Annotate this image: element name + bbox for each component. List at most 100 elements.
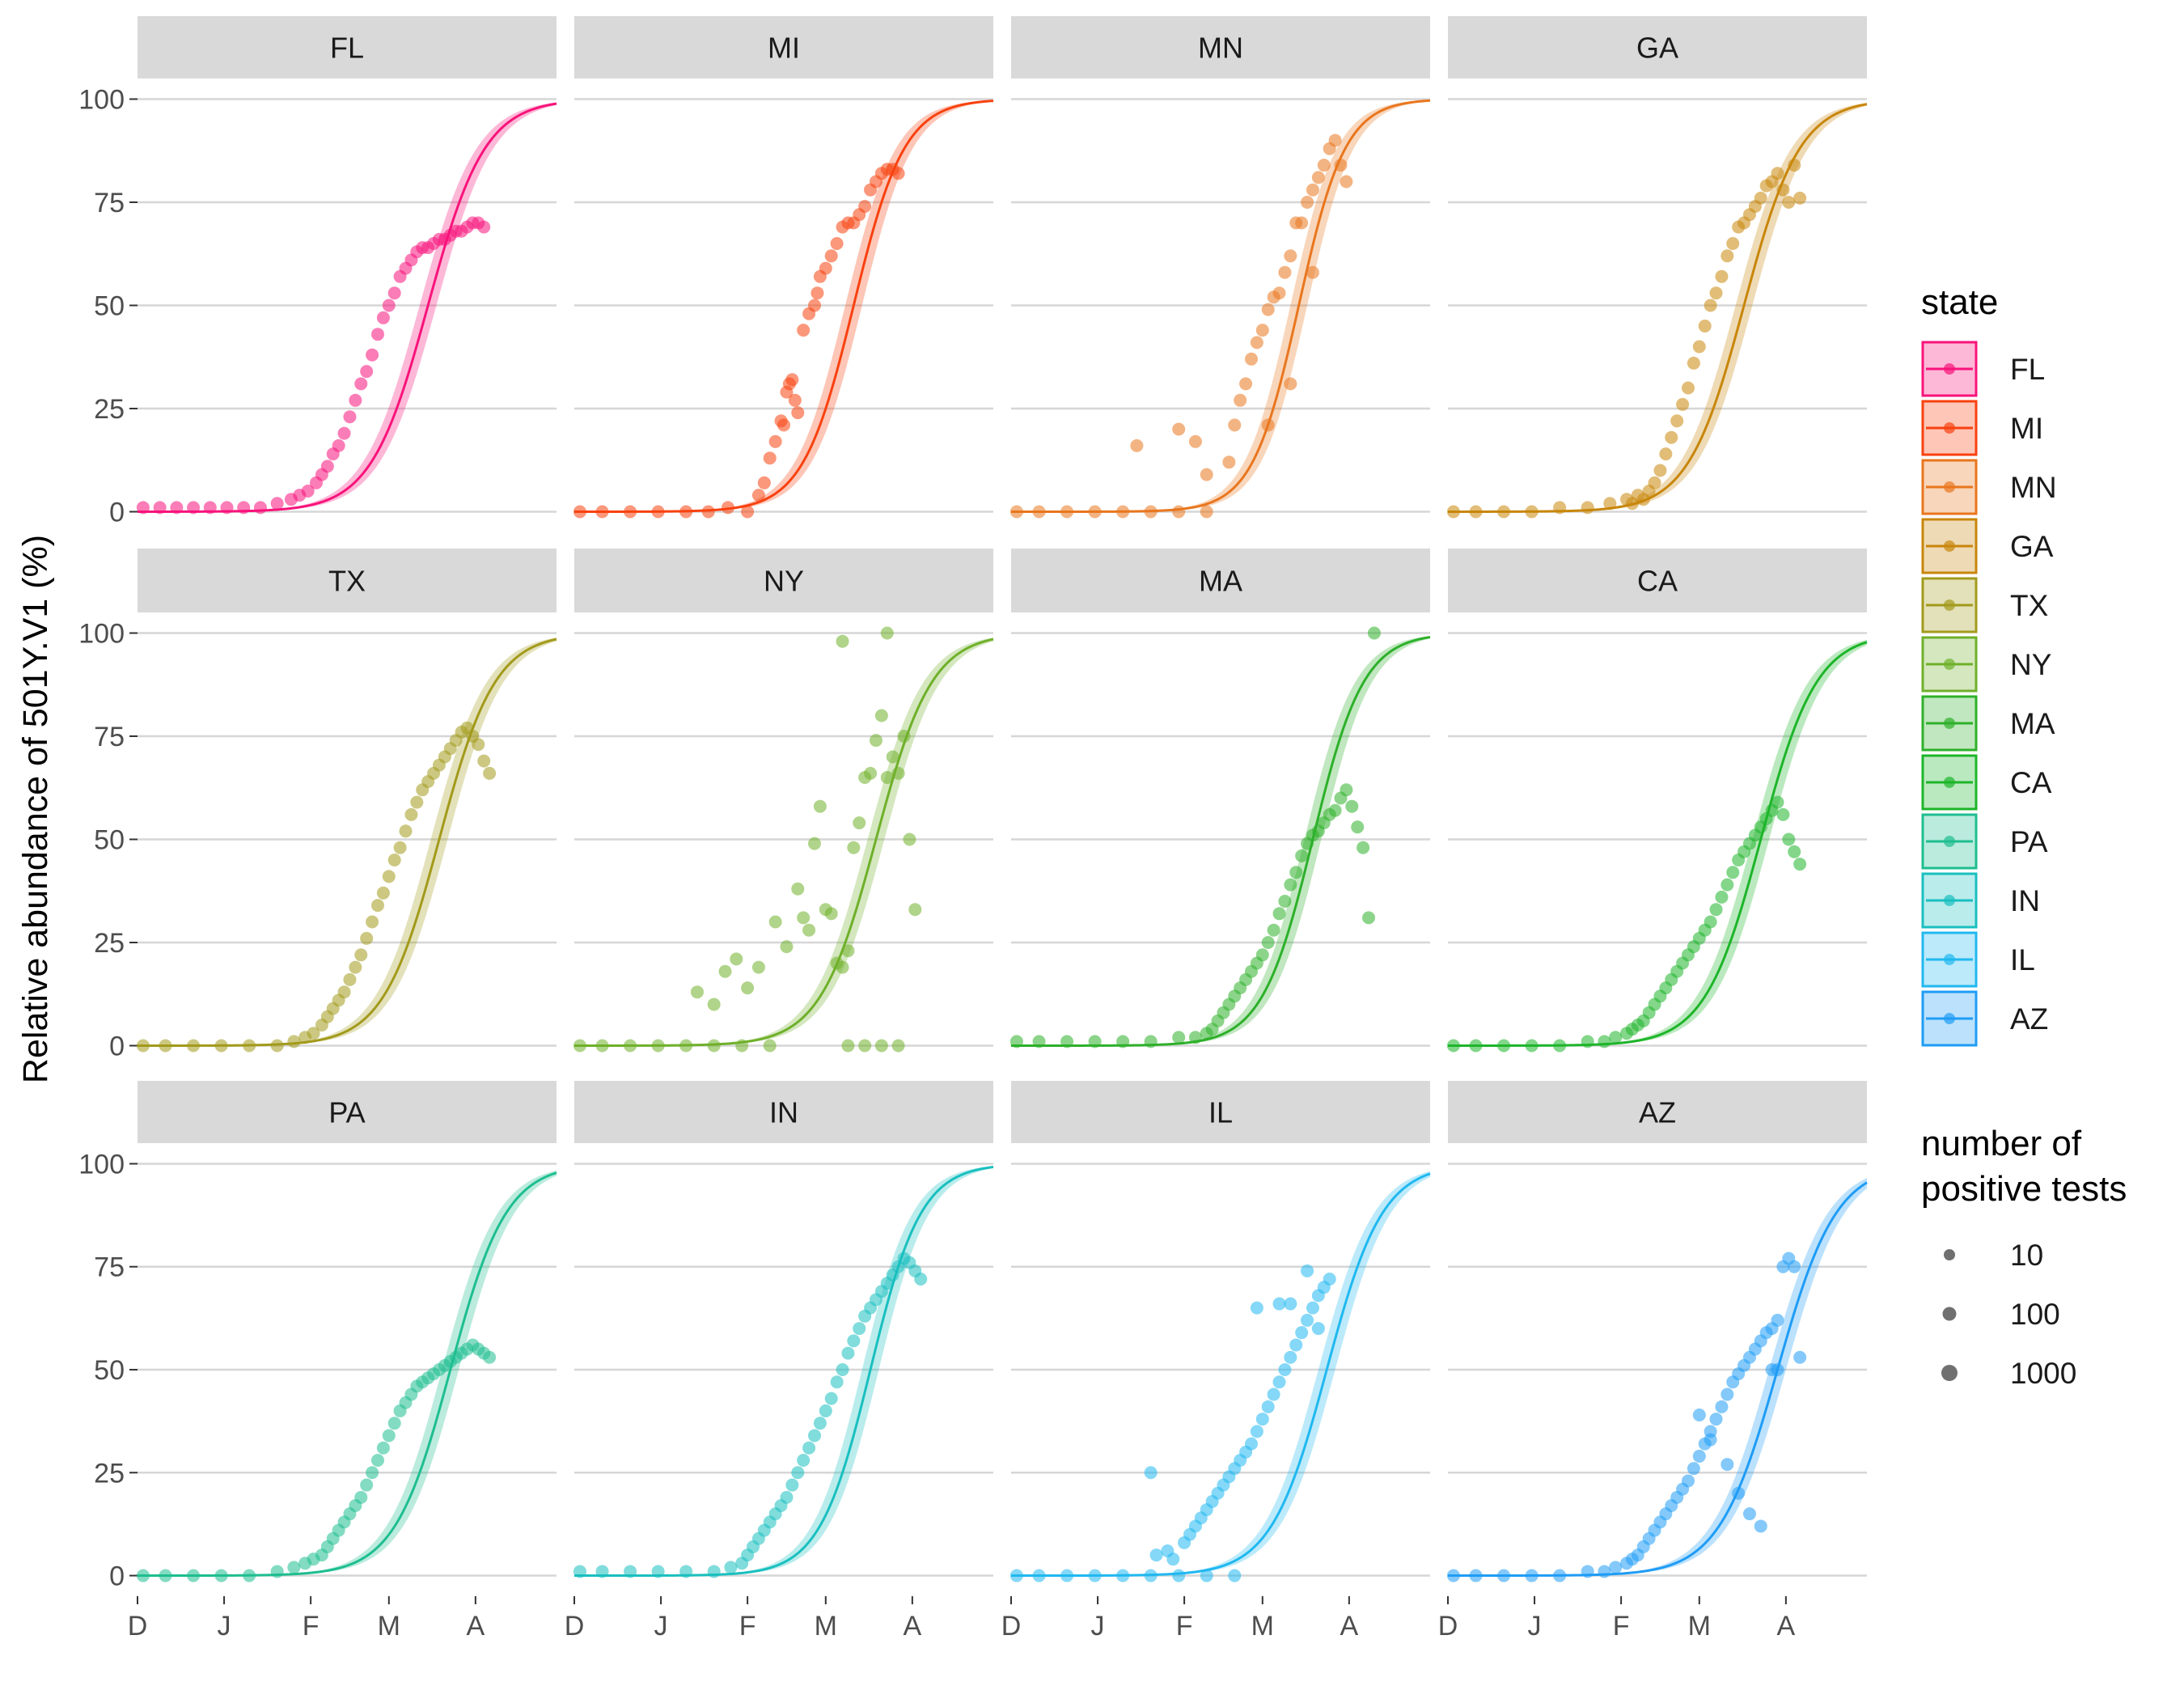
data-point: [1130, 438, 1144, 452]
data-point: [1782, 832, 1796, 846]
legend-size: number of positive tests 10 100 1000: [1921, 1124, 2127, 1390]
data-point: [891, 766, 905, 780]
data-point: [1284, 1350, 1297, 1364]
data-point: [1692, 1449, 1706, 1463]
panel-ny: NY: [573, 549, 994, 1053]
data-point: [1726, 866, 1740, 879]
fit-line: [574, 1165, 994, 1578]
data-point: [1603, 497, 1617, 510]
data-point: [1088, 1569, 1102, 1582]
data-point: [159, 1569, 172, 1582]
data-point: [1732, 1486, 1746, 1500]
fit-ribbon: [138, 102, 557, 512]
data-point: [472, 738, 485, 752]
data-point: [1306, 265, 1319, 279]
fit-line: [138, 1171, 557, 1578]
data-point: [1311, 1322, 1325, 1336]
fit-line: [574, 638, 994, 1047]
legend-title: state: [1921, 282, 1998, 322]
data-point: [170, 501, 184, 515]
data-point: [891, 1039, 905, 1053]
legend-key-point: [1944, 363, 1955, 375]
data-point: [1172, 505, 1186, 519]
fit-ribbon: [574, 638, 993, 1046]
data-point: [1144, 505, 1158, 519]
data-point: [903, 832, 916, 846]
data-point: [1357, 841, 1370, 854]
legend-size-key: [1944, 1249, 1955, 1260]
x-tick-label: A: [1777, 1611, 1796, 1642]
data-point: [253, 501, 267, 515]
data-point: [757, 476, 771, 489]
data-point: [1709, 1413, 1723, 1426]
panel-strip: [574, 1081, 993, 1143]
data-point: [1261, 303, 1275, 316]
data-point: [1609, 1561, 1623, 1574]
data-point: [307, 1027, 320, 1040]
data-point: [1144, 1035, 1158, 1048]
data-point: [777, 418, 790, 432]
data-point: [741, 505, 755, 519]
data-point: [270, 1565, 284, 1578]
data-point: [1553, 1039, 1567, 1053]
data-point: [1771, 167, 1784, 180]
data-point: [270, 497, 284, 510]
fit-ribbon: [1011, 636, 1430, 1046]
data-point: [1200, 468, 1213, 481]
data-point: [214, 1569, 228, 1582]
data-point: [187, 501, 201, 515]
data-point: [1653, 464, 1667, 477]
data-point: [751, 489, 765, 502]
panel-pa: PA 0 25 50 75 100 D J F M A: [78, 1081, 557, 1642]
fit-ribbon: [1011, 1171, 1430, 1576]
fit-line: [1448, 641, 1868, 1047]
data-point: [1317, 159, 1331, 172]
x-tick-label: F: [739, 1611, 756, 1642]
data-point: [802, 1441, 816, 1455]
data-point: [768, 434, 782, 448]
data-point: [797, 1454, 811, 1467]
data-point: [1581, 1565, 1594, 1578]
data-point: [1144, 1466, 1158, 1480]
data-point: [707, 1039, 721, 1053]
legend-label: IL: [2010, 943, 2035, 976]
x-tick-label: D: [1001, 1611, 1022, 1642]
data-point: [802, 923, 816, 937]
data-point: [1367, 626, 1381, 640]
panel-strip-label: MI: [768, 32, 800, 65]
fit-line: [138, 638, 557, 1047]
data-point: [1469, 1569, 1483, 1582]
data-point: [1116, 1035, 1130, 1048]
data-point: [1771, 1363, 1784, 1376]
data-point: [1261, 418, 1275, 432]
data-point: [1704, 915, 1717, 929]
data-point: [270, 1039, 284, 1053]
data-point: [1267, 1387, 1280, 1401]
x-tick-label: J: [218, 1611, 231, 1642]
data-point: [1609, 1031, 1623, 1044]
data-point: [1340, 175, 1353, 189]
data-point: [841, 944, 855, 958]
data-point: [768, 915, 782, 929]
data-point: [1676, 397, 1690, 411]
data-point: [1289, 1338, 1303, 1352]
data-point: [1704, 1433, 1717, 1447]
legend-key-point: [1944, 599, 1955, 611]
fit-ribbon: [574, 1166, 993, 1576]
data-point: [1261, 1400, 1275, 1413]
y-tick-label: 25: [94, 1458, 125, 1489]
data-point: [880, 771, 894, 784]
data-point: [836, 1363, 849, 1376]
data-point: [1250, 1425, 1263, 1438]
data-point: [1665, 430, 1678, 444]
panel-strip-label: PA: [328, 1096, 365, 1129]
panel-strip-label: TX: [328, 565, 366, 598]
data-point: [214, 1039, 228, 1053]
legend-key-point: [1944, 777, 1955, 788]
data-point: [1776, 807, 1790, 821]
data-point: [1704, 299, 1717, 312]
data-point: [376, 886, 390, 900]
data-point: [387, 286, 401, 300]
data-point: [1060, 505, 1074, 519]
data-point: [701, 505, 715, 519]
